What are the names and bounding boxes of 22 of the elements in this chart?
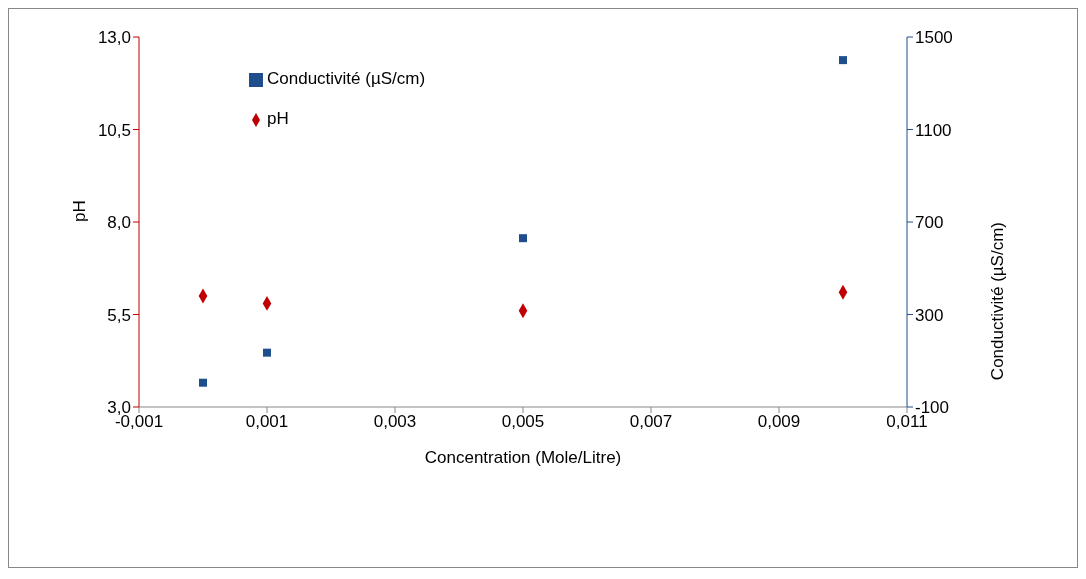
legend-label: Conductivité (µS/cm) [267, 69, 426, 88]
y2-axis-title: Conductivité (µS/cm) [988, 222, 1008, 381]
legend-label: pH [267, 109, 289, 128]
point [519, 234, 527, 243]
x-tick-label: 0,001 [245, 412, 289, 432]
y2-tick-label: 300 [915, 305, 944, 325]
x-tick-label: 0,007 [629, 412, 673, 432]
y-tick-label: 10,5 [97, 120, 131, 140]
y2-tick-label: 700 [915, 213, 944, 233]
y-tick-label: 5,5 [107, 305, 131, 325]
point [839, 56, 847, 65]
point [263, 348, 271, 357]
y-tick-label: 13,0 [97, 28, 131, 48]
y-axis-title: pH [70, 200, 90, 222]
y-tick-label: 8,0 [107, 213, 131, 233]
y2-tick-label: 1500 [915, 28, 953, 48]
y2-tick-label: 1100 [915, 120, 952, 140]
x-tick-label: 0,003 [373, 412, 417, 432]
x-axis-title: Concentration (Mole/Litre) [424, 448, 622, 467]
x-tick-label: 0,005 [501, 412, 545, 432]
point [199, 378, 207, 387]
x-tick-label: 0,009 [757, 412, 801, 432]
